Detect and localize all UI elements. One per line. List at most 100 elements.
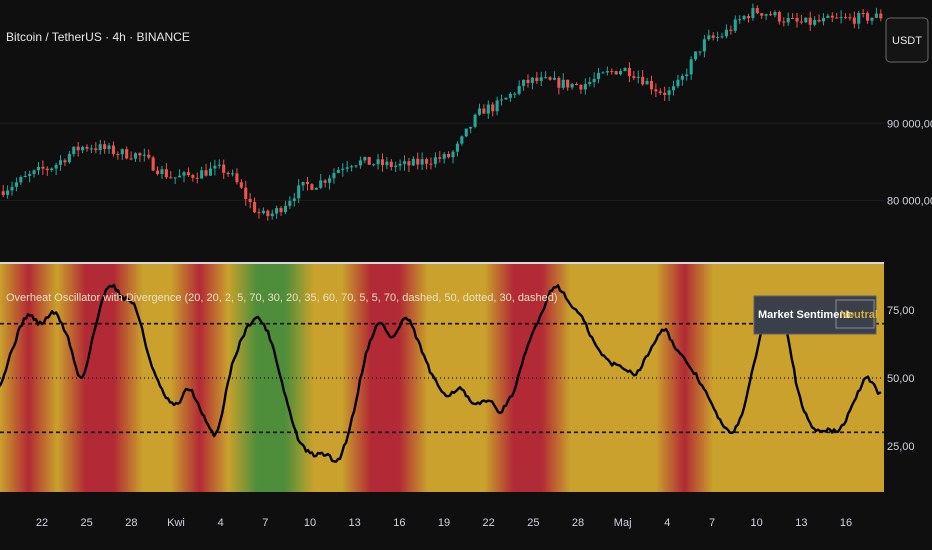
time-axis-label[interactable]: 25 (527, 517, 539, 529)
candle-body[interactable] (438, 157, 442, 159)
candle-body[interactable] (835, 17, 839, 19)
candle-body[interactable] (41, 166, 45, 169)
candle-body[interactable] (583, 84, 587, 90)
candle-body[interactable] (632, 76, 636, 78)
candle-body[interactable] (769, 14, 773, 16)
candle-body[interactable] (685, 74, 689, 76)
candle-body[interactable] (28, 173, 32, 176)
candle-body[interactable] (266, 210, 270, 217)
time-axis-label[interactable]: 22 (36, 517, 48, 529)
candle-body[interactable] (129, 158, 133, 160)
candle-body[interactable] (314, 187, 318, 190)
candle-body[interactable] (469, 126, 473, 129)
candle-body[interactable] (694, 51, 698, 60)
time-axis-label[interactable]: 7 (262, 517, 268, 529)
candle-body[interactable] (270, 213, 274, 217)
indicator-title[interactable]: Overheat Oscillator with Divergence (20,… (6, 292, 558, 304)
candle-body[interactable] (764, 14, 768, 16)
candle-body[interactable] (751, 8, 755, 19)
candle-body[interactable] (433, 157, 437, 164)
candle-body[interactable] (513, 93, 517, 95)
candle-body[interactable] (200, 170, 204, 179)
candle-body[interactable] (592, 78, 596, 83)
candle-body[interactable] (777, 12, 781, 22)
symbol-title[interactable]: Bitcoin / TetherUS · 4h · BINANCE (6, 30, 190, 44)
candle-body[interactable] (1, 191, 5, 196)
candle-body[interactable] (151, 157, 155, 171)
candle-body[interactable] (76, 146, 80, 151)
candle-body[interactable] (81, 146, 85, 151)
candle-body[interactable] (857, 13, 861, 24)
candle-body[interactable] (204, 170, 208, 176)
candle-body[interactable] (336, 169, 340, 173)
candle-body[interactable] (402, 161, 407, 164)
candle-body[interactable] (874, 13, 878, 18)
indicator-axis-label[interactable]: 75,00 (887, 305, 915, 317)
candle-body[interactable] (861, 13, 865, 15)
candle-body[interactable] (473, 114, 477, 127)
candle-body[interactable] (323, 180, 327, 183)
candle-body[interactable] (716, 36, 720, 38)
candle-body[interactable] (239, 182, 243, 188)
candle-body[interactable] (288, 200, 292, 206)
candle-body[interactable] (98, 144, 102, 151)
time-axis-label[interactable]: 28 (125, 517, 137, 529)
candle-body[interactable] (416, 158, 420, 165)
time-axis-labels[interactable]: 22 25 28 Kwi 4 7 10 13 16 19 22 25 28 Maj 4 7 10 13 16 (36, 517, 852, 529)
candle-body[interactable] (120, 149, 124, 155)
time-axis-label[interactable]: 7 (709, 517, 715, 529)
candle-body[interactable] (848, 17, 852, 19)
candle-body[interactable] (654, 89, 658, 92)
candle-body[interactable] (173, 177, 177, 179)
candle-body[interactable] (729, 29, 733, 31)
candle-body[interactable] (852, 17, 856, 24)
candle-body[interactable] (85, 146, 89, 149)
candle-body[interactable] (522, 79, 526, 86)
candle-body[interactable] (455, 143, 459, 152)
candle-body[interactable] (36, 166, 41, 171)
candle-body[interactable] (804, 17, 808, 23)
candle-body[interactable] (746, 16, 751, 19)
candle-body[interactable] (508, 93, 512, 98)
time-axis-label[interactable]: 16 (840, 517, 852, 529)
candle-body[interactable] (191, 175, 195, 178)
candle-body[interactable] (67, 154, 71, 163)
candle-body[interactable] (817, 19, 821, 22)
time-axis-label[interactable]: 25 (81, 517, 93, 529)
candle-body[interactable] (627, 68, 631, 77)
candle-body[interactable] (808, 17, 812, 25)
candle-body[interactable] (297, 185, 301, 199)
time-axis-label[interactable]: 10 (751, 517, 763, 529)
candle-body[interactable] (358, 160, 362, 166)
price-axis-labels[interactable]: 80 000,00 90 000,00 (887, 118, 932, 207)
candle-body[interactable] (733, 19, 737, 31)
candle-body[interactable] (195, 177, 199, 179)
candle-body[interactable] (138, 153, 142, 156)
candle-body[interactable] (50, 168, 54, 171)
candle-body[interactable] (786, 17, 790, 23)
candle-body[interactable] (689, 59, 693, 75)
candle-body[interactable] (530, 77, 534, 83)
candle-body[interactable] (667, 90, 671, 95)
candle-body[interactable] (760, 13, 764, 16)
candle-body[interactable] (279, 208, 283, 213)
candle-body[interactable] (605, 71, 609, 73)
candle-body[interactable] (372, 164, 376, 166)
candle-body[interactable] (720, 36, 724, 38)
time-axis-label[interactable]: 10 (304, 517, 316, 529)
candle-body[interactable] (799, 21, 803, 23)
candle-body[interactable] (843, 17, 848, 19)
candle-body[interactable] (385, 161, 389, 166)
candle-body[interactable] (23, 175, 27, 178)
indicator-axis-labels[interactable]: 25,00 50,00 75,00 (887, 305, 915, 453)
candle-body[interactable] (702, 39, 706, 52)
candle-body[interactable] (425, 159, 429, 164)
candle-body[interactable] (147, 154, 151, 158)
candle-body[interactable] (301, 181, 305, 186)
candle-body[interactable] (222, 164, 226, 173)
candle-body[interactable] (623, 68, 627, 72)
candle-body[interactable] (169, 177, 173, 179)
candle-body[interactable] (548, 77, 552, 80)
candle-body[interactable] (658, 91, 662, 93)
candle-body[interactable] (332, 172, 336, 179)
